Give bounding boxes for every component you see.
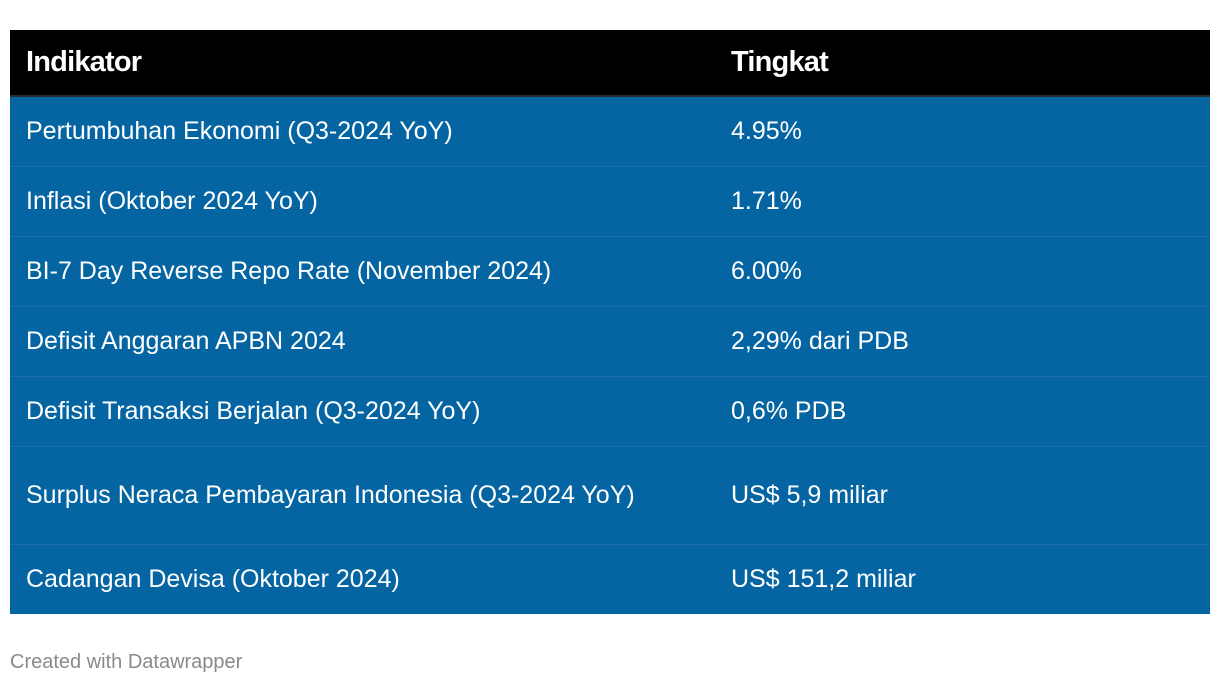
table-row: Surplus Neraca Pembayaran Indonesia (Q3-… (10, 445, 1210, 544)
indicator-cell: Defisit Transaksi Berjalan (Q3-2024 YoY) (10, 375, 715, 446)
datawrapper-credit[interactable]: Created with Datawrapper (10, 651, 243, 673)
indicator-cell: Defisit Anggaran APBN 2024 (10, 305, 715, 376)
indicator-table: Indikator Tingkat Pertumbuhan Ekonomi (Q… (10, 30, 1210, 614)
value-cell: 0,6% PDB (715, 375, 1210, 446)
value-cell: 4.95% (731, 116, 802, 145)
indicator-cell: BI-7 Day Reverse Repo Rate (November 202… (10, 235, 715, 306)
indicator-cell: Inflasi (Oktober 2024 YoY) (10, 165, 715, 236)
table-row: Inflasi (Oktober 2024 YoY) 1.71% (10, 165, 1210, 236)
value-cell: US$ 5,9 miliar (715, 445, 1210, 544)
table-row: Defisit Anggaran APBN 2024 2,29% dari PD… (10, 305, 1210, 376)
indicator-cell: Cadangan Devisa (Oktober 2024) (10, 543, 715, 614)
column-header-indikator[interactable]: Indikator (10, 30, 715, 97)
value-cell: US$ 151,2 miliar (715, 543, 1210, 614)
indicator-cell: Surplus Neraca Pembayaran Indonesia (Q3-… (10, 445, 715, 544)
table-row: Cadangan Devisa (Oktober 2024) US$ 151,2… (10, 543, 1210, 614)
table-row: Defisit Transaksi Berjalan (Q3-2024 YoY)… (10, 375, 1210, 446)
table-row: Pertumbuhan Ekonomi (Q3-2024 YoY) 4.95% (10, 96, 1210, 166)
value-cell: 6.00% (715, 235, 1210, 306)
column-header-tingkat[interactable]: Tingkat (715, 30, 1210, 97)
value-cell: 1.71% (715, 165, 1210, 236)
indicator-cell: Pertumbuhan Ekonomi (Q3-2024 YoY) (26, 116, 453, 145)
value-cell: 2,29% dari PDB (715, 305, 1210, 376)
table-row: BI-7 Day Reverse Repo Rate (November 202… (10, 235, 1210, 306)
table-header-row: Indikator Tingkat (10, 30, 1210, 97)
data-table-container: Indikator Tingkat Pertumbuhan Ekonomi (Q… (10, 30, 1210, 614)
